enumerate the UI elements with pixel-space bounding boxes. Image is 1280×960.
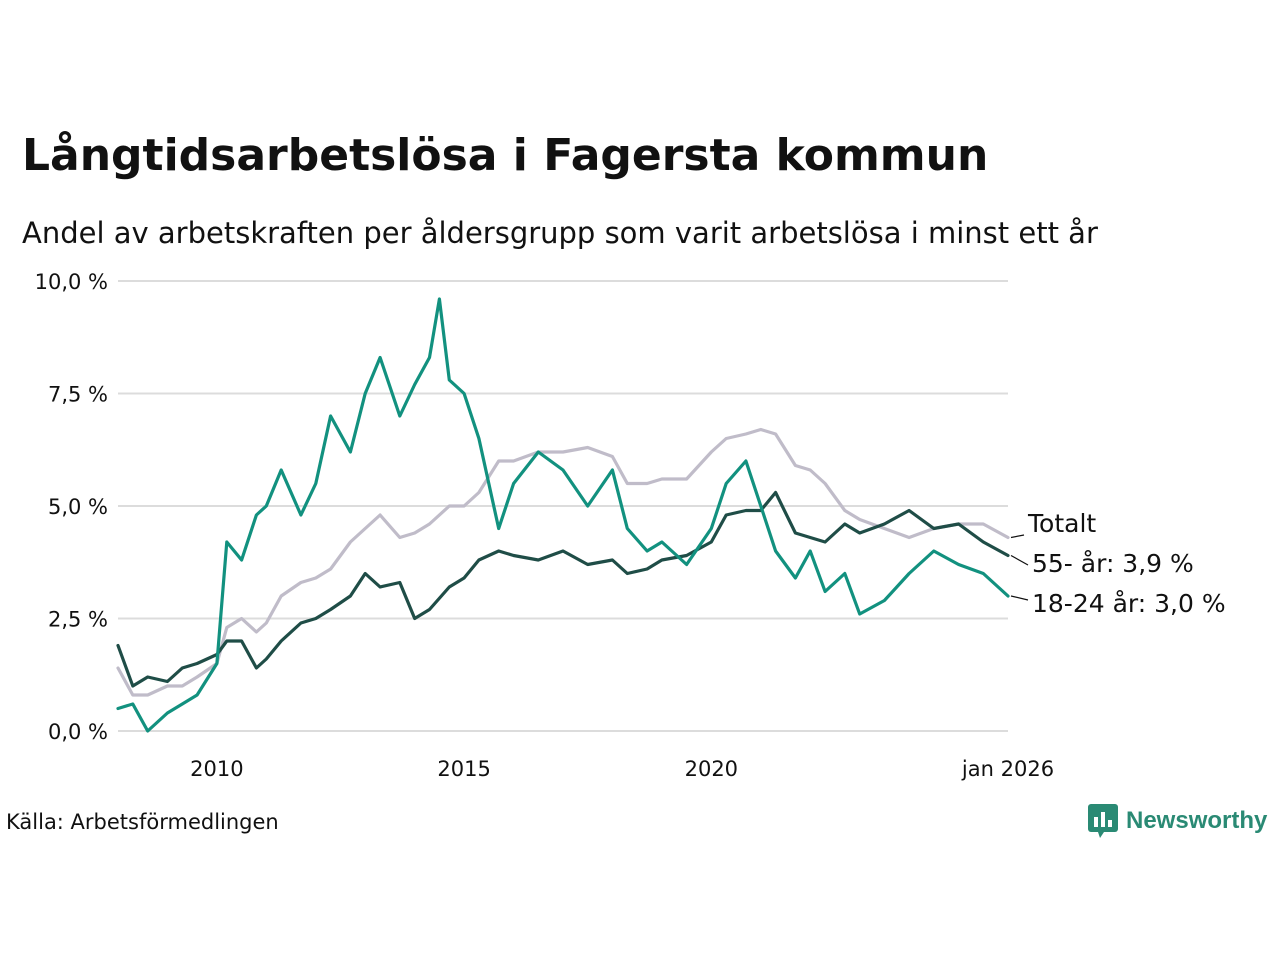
x-tick-label: 2010 <box>190 757 243 781</box>
newsworthy-logo[interactable]: Newsworthy <box>1088 804 1267 838</box>
label-leader-line <box>1010 595 1029 601</box>
y-tick-label: 2,5 % <box>48 608 108 632</box>
brand-name: Newsworthy <box>1126 807 1268 834</box>
x-tick-label: 2020 <box>685 757 738 781</box>
series-line-totalt <box>116 427 1010 697</box>
series-end-label: 55- år: 3,9 % <box>1032 549 1194 578</box>
source-note: Källa: Arbetsförmedlingen <box>6 810 279 834</box>
newsworthy-icon <box>1088 804 1118 838</box>
y-tick-label: 0,0 % <box>48 720 108 744</box>
label-leader-line <box>1010 534 1025 539</box>
x-tick-label: jan 2026 <box>961 757 1054 781</box>
y-tick-label: 10,0 % <box>35 270 108 294</box>
series-line-55-r <box>116 490 1010 688</box>
series-end-label: 18-24 år: 3,0 % <box>1032 589 1226 618</box>
series-end-label: Totalt <box>1027 509 1096 538</box>
series-line-18-24-r <box>116 297 1010 733</box>
chart-title: Långtidsarbetslösa i Fagersta kommun <box>22 130 989 181</box>
label-leader-line <box>1010 554 1029 566</box>
y-tick-label: 5,0 % <box>48 495 108 519</box>
x-tick-label: 2015 <box>437 757 490 781</box>
chart-subtitle: Andel av arbetskraften per åldersgrupp s… <box>22 216 1098 250</box>
y-tick-label: 7,5 % <box>48 383 108 407</box>
